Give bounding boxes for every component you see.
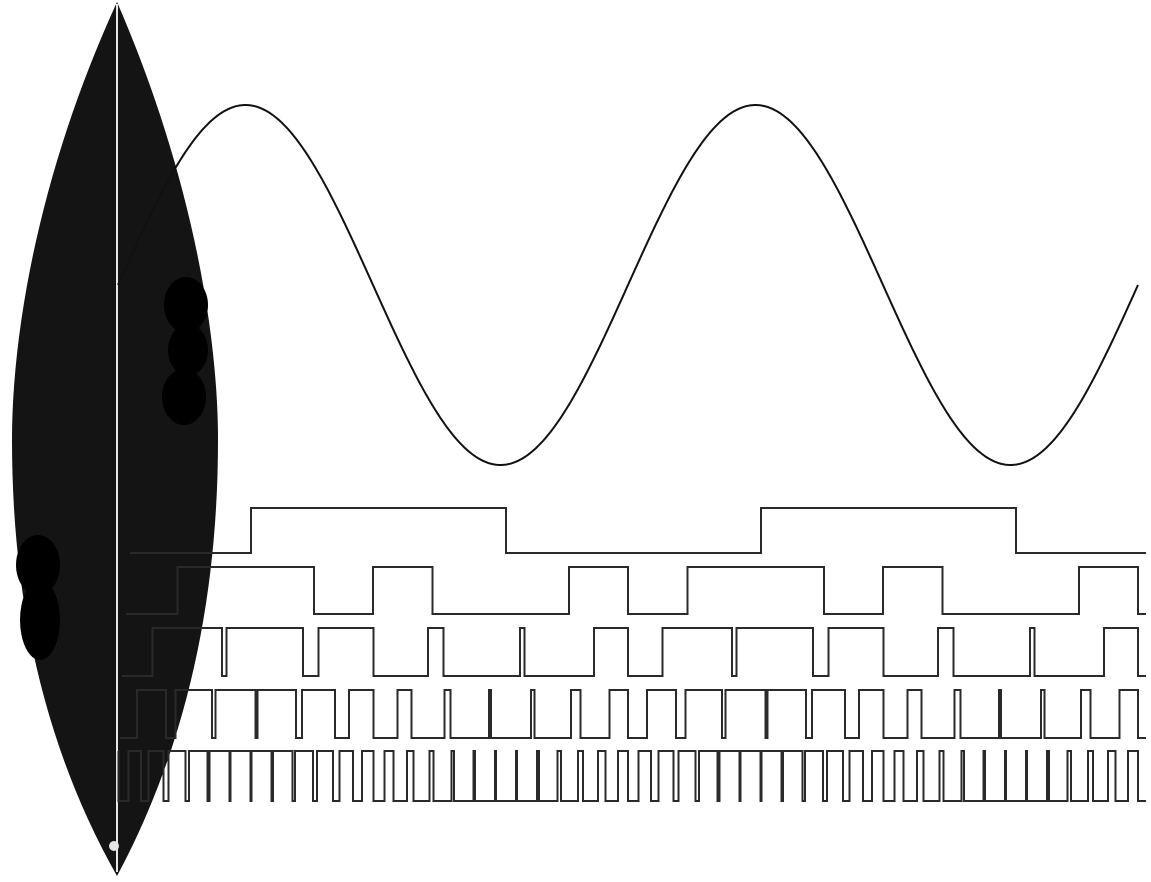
- surfboard-icon: [12, 2, 218, 876]
- spot-left-2: [20, 580, 60, 660]
- fin-dot-icon: [109, 841, 119, 851]
- pwm-rows: [117, 507, 1146, 802]
- pwm-row-1: [130, 507, 1146, 554]
- pwm-row-4: [120, 689, 1146, 739]
- spot-left-1: [16, 535, 60, 595]
- pwm-row-2: [126, 566, 1146, 615]
- surfboard-spots: [16, 277, 208, 660]
- surfboard-body: [12, 2, 218, 876]
- spot-upper: [164, 277, 208, 333]
- pwm-row-3: [122, 627, 1146, 677]
- sine-wave: [117, 104, 1139, 466]
- spot-middle: [168, 324, 208, 376]
- pwm-row-5: [117, 750, 1146, 802]
- spot-lower: [162, 369, 206, 425]
